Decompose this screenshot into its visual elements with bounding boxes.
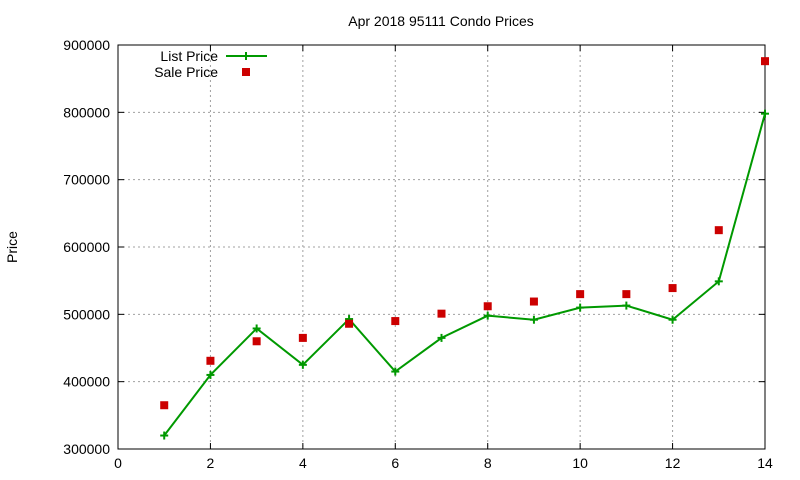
list-price-point <box>160 431 169 440</box>
plot-frame <box>117 44 766 450</box>
list-price-point <box>576 303 585 312</box>
sale-price-point <box>345 319 354 328</box>
sale-price-point <box>206 356 215 365</box>
list-price-point <box>391 367 400 376</box>
list-price-point <box>622 301 631 310</box>
x-tick-label: 6 <box>391 455 399 471</box>
series-layer <box>160 57 769 440</box>
legend-label-sale-price: Sale Price <box>154 64 218 80</box>
y-axis-label: Price <box>4 231 20 263</box>
list-price-point <box>529 315 538 324</box>
list-price-line <box>163 113 766 437</box>
x-tick-label: 12 <box>665 455 681 471</box>
y-tick-label: 400000 <box>63 374 110 390</box>
list-price-point <box>437 333 446 342</box>
axis-ticks: 0 2 4 6 8 10 12 14 300000 400000 500000 600000 70000… <box>63 37 773 471</box>
x-tick-label: 14 <box>757 455 773 471</box>
y-tick-label: 700000 <box>63 172 110 188</box>
legend-label-list-price: List Price <box>160 48 218 64</box>
sale-price-point <box>761 57 769 66</box>
list-price-point <box>252 324 261 333</box>
list-price-point <box>206 370 215 379</box>
x-tick-label: 4 <box>299 455 307 471</box>
y-tick-label: 300000 <box>63 441 110 457</box>
y-tick-label: 600000 <box>63 239 110 255</box>
x-tick-label: 8 <box>484 455 492 471</box>
y-tick-label: 500000 <box>63 306 110 322</box>
chart-title: Apr 2018 95111 Condo Prices <box>348 13 534 29</box>
sale-price-point <box>298 333 307 342</box>
list-price-point <box>761 109 769 118</box>
sale-price-point <box>622 290 631 299</box>
legend-marker-sale-price <box>242 68 250 76</box>
sale-price-point <box>668 284 677 293</box>
grid <box>118 45 765 449</box>
x-tick-label: 0 <box>114 455 122 471</box>
sale-price-point <box>483 302 492 311</box>
x-tick-label: 10 <box>572 455 588 471</box>
sale-price-point <box>160 401 169 410</box>
list-price-point <box>668 315 677 324</box>
sale-price-point <box>529 297 538 306</box>
y-tick-label: 900000 <box>63 37 110 53</box>
list-price-point <box>714 277 723 286</box>
sale-price-point <box>437 309 446 318</box>
x-tick-label: 2 <box>207 455 215 471</box>
sale-price-point <box>576 290 585 299</box>
list-price-point <box>483 311 492 320</box>
sale-price-point <box>252 337 261 346</box>
sale-price-point <box>391 317 400 326</box>
sale-price-point <box>714 226 723 235</box>
legend-marker-list-price <box>242 52 250 60</box>
y-tick-label: 800000 <box>63 104 110 120</box>
list-price-point <box>298 360 307 369</box>
